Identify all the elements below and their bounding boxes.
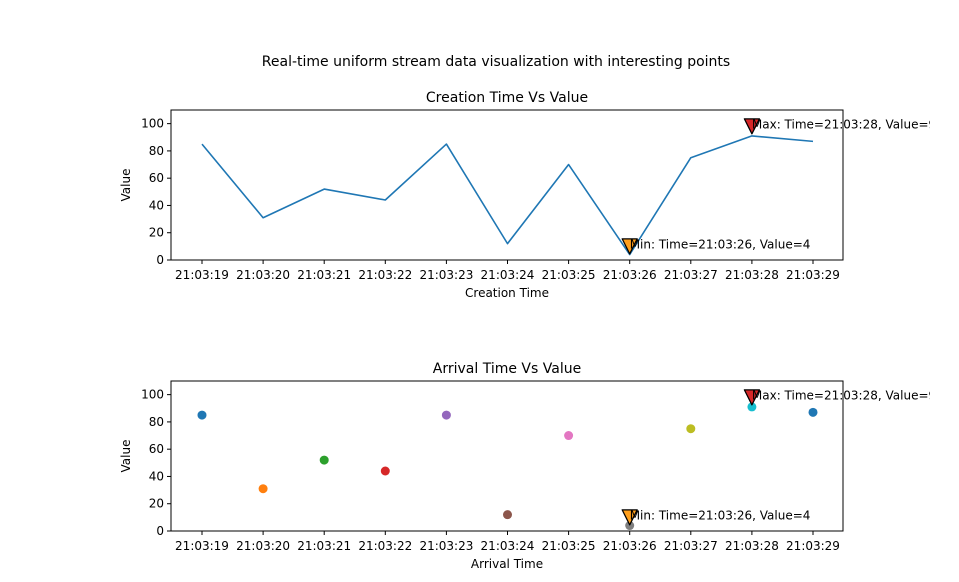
annotation-label: Min: Time=21:03:26, Value=4 bbox=[630, 508, 811, 522]
x-tick-label: 21:03:24 bbox=[481, 268, 535, 282]
y-tick-label: 40 bbox=[149, 469, 164, 483]
x-tick-label: 21:03:29 bbox=[786, 539, 840, 553]
x-tick-label: 21:03:19 bbox=[175, 539, 229, 553]
y-tick-label: 100 bbox=[141, 117, 164, 131]
x-tick-label: 21:03:25 bbox=[542, 268, 596, 282]
y-axis-label: Value bbox=[119, 440, 133, 473]
scatter-point bbox=[625, 521, 635, 531]
y-tick-label: 20 bbox=[149, 497, 164, 511]
x-tick-label: 21:03:27 bbox=[664, 539, 718, 553]
annotation-label: Max: Time=21:03:28, Value=91 bbox=[752, 388, 944, 402]
annotation-label: Max: Time=21:03:28, Value=91 bbox=[752, 117, 944, 131]
figure-suptitle: Real-time uniform stream data visualizat… bbox=[262, 54, 730, 70]
x-tick-label: 21:03:27 bbox=[664, 268, 718, 282]
y-tick-label: 60 bbox=[149, 171, 164, 185]
y-tick-label: 60 bbox=[149, 442, 164, 456]
chart-title: Arrival Time Vs Value bbox=[433, 361, 581, 377]
x-tick-label: 21:03:25 bbox=[542, 539, 596, 553]
scatter-point bbox=[503, 510, 512, 520]
annotation-group: Max: Time=21:03:28, Value=91 Min: Time=21… bbox=[621, 388, 944, 526]
x-tick-label: 21:03:19 bbox=[175, 268, 229, 282]
series-line bbox=[201, 135, 814, 256]
chart-arrival-time: Arrival Time Vs Value 0 20 40 60 80 100 21:03:1… bbox=[119, 361, 944, 571]
scatter-point bbox=[380, 466, 390, 476]
y-tick-label: 0 bbox=[156, 253, 164, 267]
annotation-group: Max: Time=21:03:28, Value=91 Min: Time=21… bbox=[621, 117, 944, 255]
x-tick-label: 21:03:28 bbox=[725, 539, 779, 553]
annotation-marker bbox=[621, 238, 638, 255]
x-tick-label: 21:03:26 bbox=[603, 268, 657, 282]
scatter-point bbox=[197, 410, 207, 420]
x-tick-label: 21:03:21 bbox=[297, 268, 351, 282]
x-tick-label: 21:03:29 bbox=[786, 268, 840, 282]
annotation-marker bbox=[743, 118, 761, 135]
x-tick-label: 21:03:23 bbox=[419, 268, 473, 282]
y-tick-label: 80 bbox=[149, 144, 164, 158]
scatter-point bbox=[747, 402, 757, 412]
x-tick-label: 21:03:23 bbox=[419, 539, 473, 553]
y-tick-label: 20 bbox=[149, 226, 164, 240]
scatter-point bbox=[441, 410, 451, 420]
x-axis-label: Arrival Time bbox=[471, 557, 543, 571]
x-tick-label: 21:03:28 bbox=[725, 268, 779, 282]
y-tick-label: 40 bbox=[149, 198, 164, 212]
x-tick-label: 21:03:20 bbox=[236, 268, 290, 282]
chart-creation-time: Creation Time Vs Value 0 20 40 60 80 100 21:03:… bbox=[119, 90, 944, 300]
x-tick-label: 21:03:22 bbox=[358, 539, 412, 553]
chart-title: Creation Time Vs Value bbox=[426, 90, 588, 106]
x-tick-label: 21:03:22 bbox=[358, 268, 412, 282]
x-tick-label: 21:03:26 bbox=[603, 539, 657, 553]
y-tick-label: 80 bbox=[149, 415, 164, 429]
x-tick-label: 21:03:20 bbox=[236, 539, 290, 553]
y-tick-label: 100 bbox=[141, 388, 164, 402]
scatter-point bbox=[258, 484, 268, 494]
y-axis-label: Value bbox=[119, 169, 133, 202]
annotation-marker bbox=[743, 389, 761, 406]
annotation-marker bbox=[621, 509, 638, 526]
x-tick-label: 21:03:21 bbox=[297, 539, 351, 553]
annotation-label: Min: Time=21:03:26, Value=4 bbox=[630, 237, 811, 251]
x-tick-label: 21:03:24 bbox=[481, 539, 535, 553]
scatter-point bbox=[686, 424, 696, 434]
y-tick-label: 0 bbox=[156, 524, 164, 538]
x-axis-label: Creation Time bbox=[465, 286, 549, 300]
scatter-point bbox=[319, 455, 329, 465]
scatter-point bbox=[808, 407, 818, 417]
scatter-point bbox=[564, 431, 574, 441]
